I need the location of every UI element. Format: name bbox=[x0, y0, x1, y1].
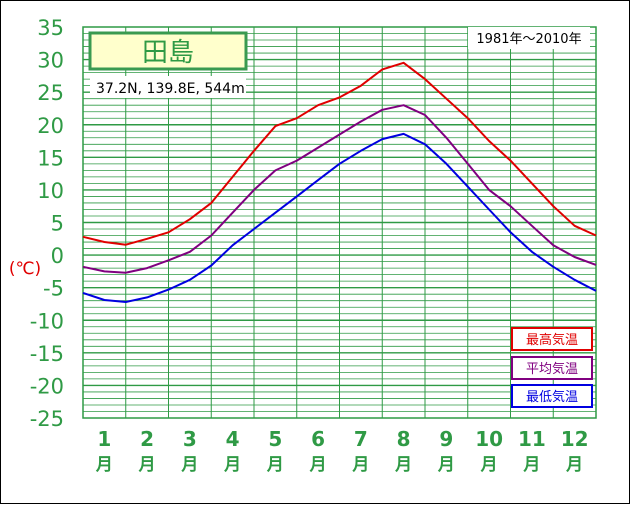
x-tick-unit: 月 bbox=[266, 455, 284, 475]
y-tick-label: -10 bbox=[30, 309, 64, 333]
x-tick-unit: 月 bbox=[223, 455, 241, 475]
y-tick-label: 0 bbox=[51, 244, 64, 268]
y-tick-label: 10 bbox=[37, 179, 64, 203]
title-box: 田島 bbox=[88, 31, 248, 71]
x-tick-unit: 月 bbox=[565, 455, 583, 475]
station-info-box: 37.2N, 139.8E, 544m bbox=[90, 76, 246, 98]
x-tick-label: 7 bbox=[354, 427, 368, 451]
x-tick-label: 11 bbox=[518, 427, 546, 451]
y-axis-label: (℃) bbox=[9, 259, 41, 279]
series-line bbox=[82, 104, 597, 274]
x-tick-label: 10 bbox=[475, 427, 503, 451]
x-tick-label: 3 bbox=[183, 427, 197, 451]
y-tick-label: -20 bbox=[30, 374, 64, 398]
y-tick-label: 35 bbox=[37, 16, 64, 40]
x-tick-label: 9 bbox=[439, 427, 453, 451]
x-tick-label: 5 bbox=[268, 427, 282, 451]
chart-title: 田島 bbox=[142, 38, 194, 68]
y-tick-label: 5 bbox=[51, 212, 64, 236]
x-tick-label: 8 bbox=[397, 427, 411, 451]
x-tick-unit: 月 bbox=[95, 455, 113, 475]
x-tick-label: 4 bbox=[226, 427, 240, 451]
station-info: 37.2N, 139.8E, 544m bbox=[96, 81, 245, 97]
legend-label: 最高気温 bbox=[526, 332, 578, 348]
y-tick-label: -15 bbox=[30, 342, 64, 366]
series-line bbox=[82, 132, 597, 303]
x-tick-unit: 月 bbox=[437, 455, 455, 475]
series-layer bbox=[82, 61, 597, 303]
x-tick-label: 6 bbox=[311, 427, 325, 451]
x-tick-unit: 月 bbox=[480, 455, 498, 475]
x-tick-unit: 月 bbox=[351, 455, 369, 475]
y-tick-label: 20 bbox=[37, 114, 64, 138]
legend-swatch bbox=[511, 356, 593, 380]
y-tick-label: 25 bbox=[37, 81, 64, 105]
x-tick-label: 1 bbox=[97, 427, 111, 451]
x-tick-unit: 月 bbox=[309, 455, 327, 475]
legend-label: 平均気温 bbox=[526, 361, 578, 377]
period-label: 1981年〜2010年 bbox=[476, 32, 581, 47]
x-tick-label: 12 bbox=[561, 427, 589, 451]
y-tick-label: 30 bbox=[37, 49, 64, 73]
x-tick-unit: 月 bbox=[138, 455, 156, 475]
x-tick-unit: 月 bbox=[522, 455, 540, 475]
legend-swatch bbox=[511, 327, 593, 351]
y-tick-label: 15 bbox=[37, 146, 64, 170]
x-tick-label: 2 bbox=[140, 427, 154, 451]
period-box: 1981年〜2010年 bbox=[468, 27, 590, 49]
x-tick-unit: 月 bbox=[394, 455, 412, 475]
y-tick-label: -5 bbox=[43, 277, 64, 301]
x-axis: 1 月 2 月 3 月 4 月 5 月 6 月 7 月 8 月 9 月 10 月 11 月 12 月 bbox=[95, 427, 589, 475]
y-axis: 35 30 25 20 15 10 5 0 -5 -10 -15 -20 -25 bbox=[30, 16, 64, 431]
x-tick-unit: 月 bbox=[180, 455, 198, 475]
legend-label: 最低気温 bbox=[526, 389, 578, 405]
series-line bbox=[82, 61, 597, 246]
y-tick-label: -25 bbox=[30, 407, 64, 431]
legend-swatch bbox=[511, 384, 593, 408]
